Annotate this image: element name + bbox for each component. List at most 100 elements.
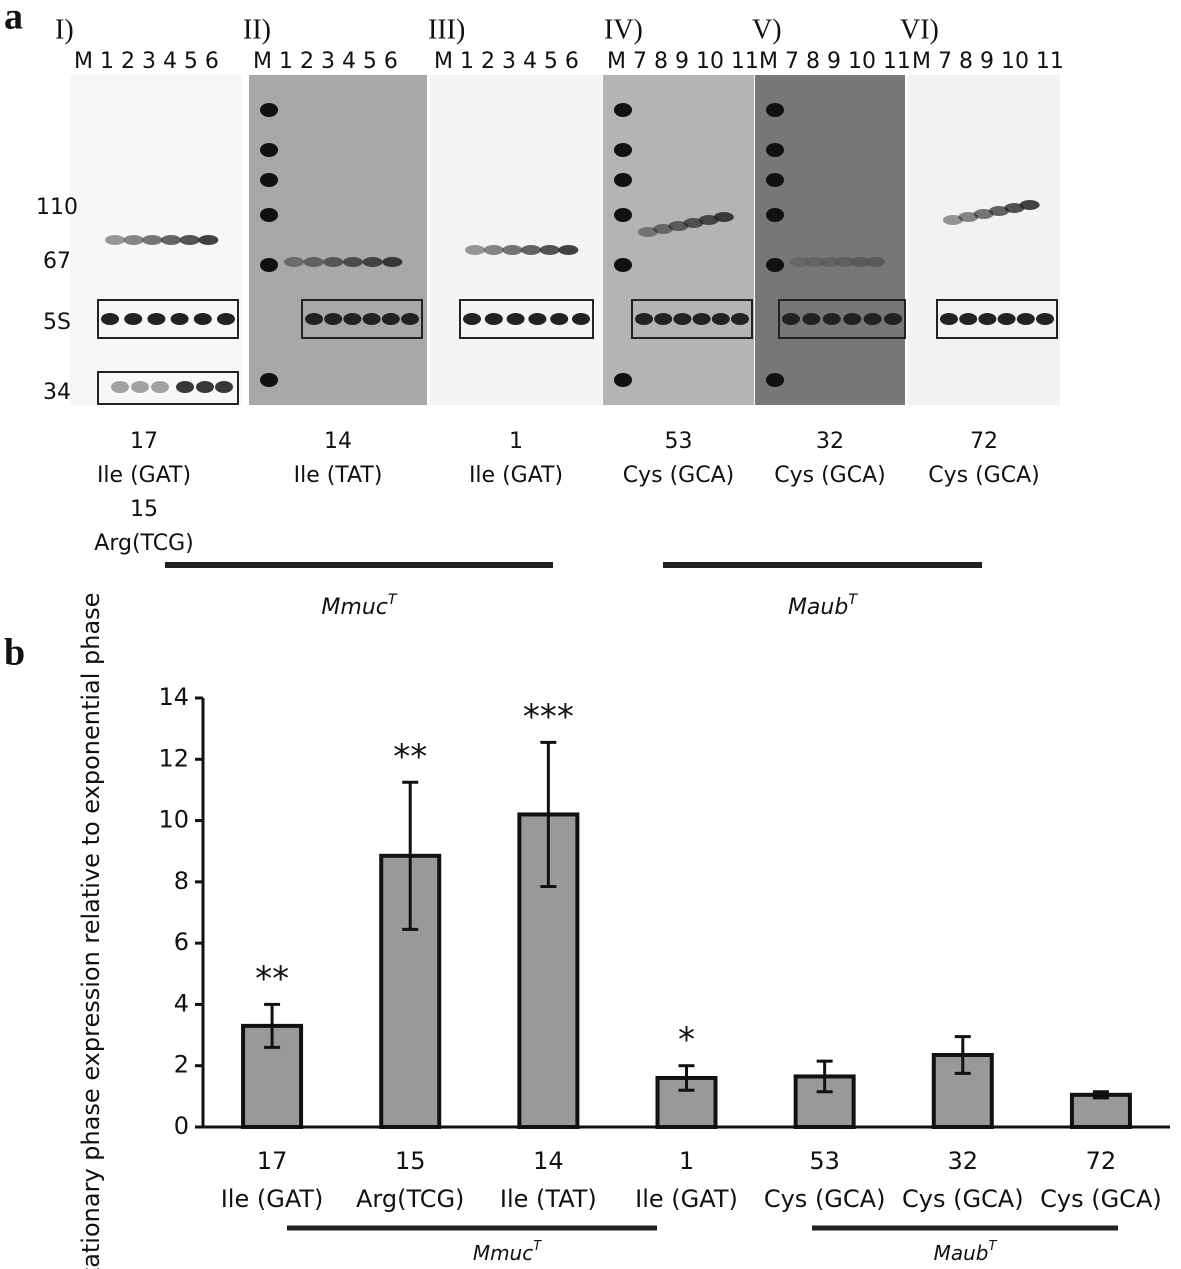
group-name: Maub	[788, 595, 848, 620]
band	[884, 313, 902, 325]
ladder-band	[614, 373, 632, 387]
lane-labels: M 1 2 3 4 5 6	[253, 49, 398, 74]
band	[822, 313, 841, 325]
band	[506, 313, 525, 325]
gel-caption: 15	[130, 497, 158, 522]
bar-chart: 0 2 4 6 8 10 12 14 Stationary phase expression r…	[77, 593, 1170, 1269]
gel-image	[249, 75, 427, 405]
band	[558, 245, 579, 255]
significance: *	[678, 1020, 695, 1060]
band	[179, 235, 200, 245]
band	[528, 313, 547, 325]
gel-caption: Cys (GCA)	[774, 463, 885, 488]
x-tick-label: 32	[948, 1147, 979, 1175]
band	[305, 313, 323, 325]
band	[692, 313, 711, 325]
band-box	[459, 299, 594, 339]
x-tick-label: Cys (GCA)	[902, 1185, 1024, 1213]
gel-image	[603, 75, 754, 405]
band	[683, 218, 704, 228]
group-label: MmucT	[321, 592, 397, 620]
band	[653, 224, 674, 234]
band	[176, 381, 194, 393]
ladder-band	[614, 103, 632, 117]
ladder-band	[260, 373, 278, 387]
y-axis-label: Stationary phase expression relative to …	[77, 593, 105, 1269]
band	[940, 313, 958, 325]
y-tick-label: 14	[158, 683, 189, 711]
group-name: Mmuc	[473, 1241, 533, 1265]
band	[550, 313, 569, 325]
band	[638, 227, 658, 237]
band	[572, 313, 590, 325]
band	[111, 381, 129, 393]
band	[1019, 200, 1040, 210]
band	[820, 257, 840, 267]
size-marker: 34	[43, 380, 71, 405]
band	[711, 313, 730, 325]
x-tick-label: Ile (TAT)	[500, 1185, 597, 1213]
y-tick-label: 6	[174, 928, 189, 956]
band	[731, 313, 749, 325]
gel-caption: Ile (GAT)	[469, 463, 563, 488]
y-tick-label: 8	[174, 867, 189, 895]
band	[196, 381, 214, 393]
band	[673, 313, 692, 325]
band	[805, 257, 825, 267]
band	[483, 245, 504, 255]
band	[193, 313, 212, 325]
significance: ***	[523, 697, 574, 737]
gel-caption: Ile (GAT)	[97, 463, 191, 488]
band	[802, 313, 821, 325]
ladder-band	[614, 173, 632, 187]
gel-caption: 14	[324, 429, 352, 454]
ladder-band	[260, 143, 278, 157]
band	[654, 313, 673, 325]
ladder-band	[766, 103, 784, 117]
band	[123, 235, 144, 245]
x-tick-label: 1	[679, 1147, 694, 1175]
x-tick-label: Arg(TCG)	[356, 1185, 464, 1213]
ladder-band	[614, 208, 632, 222]
gel-number: I)	[55, 14, 74, 45]
x-tick-label: Ile (GAT)	[635, 1185, 738, 1213]
band	[382, 257, 403, 267]
band	[521, 245, 541, 255]
band	[323, 257, 344, 267]
gel-number: VI)	[900, 14, 939, 45]
band	[865, 257, 885, 267]
band-box	[778, 299, 906, 339]
band	[863, 313, 882, 325]
band	[465, 245, 485, 255]
gel-caption: 1	[509, 429, 523, 454]
band	[147, 313, 166, 325]
gel-caption: Ile (TAT)	[294, 463, 383, 488]
band-box	[936, 299, 1058, 339]
x-tick-label: 53	[809, 1147, 840, 1175]
gel-caption: 72	[970, 429, 998, 454]
band	[198, 235, 219, 245]
band	[668, 221, 689, 231]
band	[978, 313, 997, 325]
x-tick-label: 72	[1086, 1147, 1117, 1175]
band	[943, 215, 963, 225]
band	[170, 313, 189, 325]
band	[401, 313, 419, 325]
band	[161, 235, 181, 245]
y-tick-label: 4	[174, 989, 189, 1017]
gel-number: IV)	[604, 14, 643, 45]
band	[343, 257, 363, 267]
band	[698, 215, 719, 225]
band	[502, 245, 523, 255]
band	[303, 257, 324, 267]
band	[124, 313, 143, 325]
significance: **	[393, 737, 427, 777]
ladder-band	[614, 143, 632, 157]
lane-labels: M 1 2 3 4 5 6	[434, 49, 579, 74]
ladder-band	[260, 103, 278, 117]
band	[958, 212, 979, 222]
band	[539, 245, 560, 255]
gel-caption: Arg(TCG)	[94, 531, 193, 556]
lane-labels: M 1 2 3 4 5 6	[74, 49, 219, 74]
